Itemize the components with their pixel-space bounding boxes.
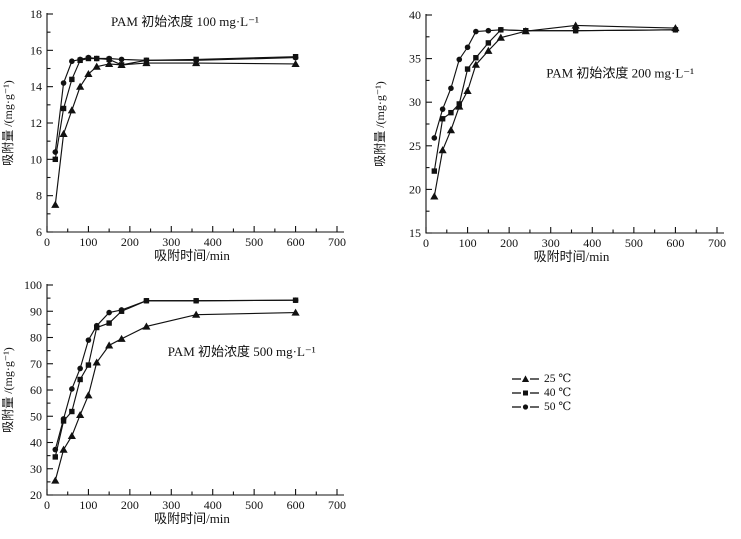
svg-text:400: 400 bbox=[204, 235, 222, 249]
svg-text:10: 10 bbox=[30, 152, 42, 166]
axes bbox=[425, 14, 724, 234]
y-axis-label: 吸附量 /(mg·g⁻¹) bbox=[1, 80, 15, 166]
series-square bbox=[52, 53, 299, 163]
tick-labels: 0 100 200 300 400 500 600 700 20 30 40 50 60 70 80 90 10… bbox=[24, 278, 346, 512]
series-triangle bbox=[51, 308, 300, 484]
svg-text:40: 40 bbox=[409, 8, 421, 22]
svg-text:15: 15 bbox=[409, 226, 421, 240]
svg-text:500: 500 bbox=[625, 236, 643, 250]
tick-labels: 0 100 200 300 400 500 600 700 6 8 10 12 14 16 18 bbox=[30, 7, 346, 249]
series-circle bbox=[52, 54, 299, 155]
svg-text:400: 400 bbox=[204, 498, 222, 512]
svg-text:0: 0 bbox=[44, 498, 50, 512]
svg-text:70: 70 bbox=[30, 357, 42, 371]
svg-text:700: 700 bbox=[328, 235, 346, 249]
svg-text:35: 35 bbox=[409, 52, 421, 66]
svg-text:700: 700 bbox=[708, 236, 726, 250]
svg-text:60: 60 bbox=[30, 383, 42, 397]
svg-text:8: 8 bbox=[36, 189, 42, 203]
series-square bbox=[52, 297, 299, 460]
svg-text:90: 90 bbox=[30, 304, 42, 318]
svg-text:500: 500 bbox=[245, 498, 263, 512]
triangle-marker-icon bbox=[512, 375, 539, 382]
svg-text:40: 40 bbox=[30, 436, 42, 450]
svg-text:300: 300 bbox=[542, 236, 560, 250]
svg-text:30: 30 bbox=[409, 95, 421, 109]
chart-annotation: PAM 初始浓度 200 mg·L⁻¹ bbox=[546, 65, 694, 80]
svg-text:700: 700 bbox=[328, 498, 346, 512]
y-axis-label: 吸附量 /(mg·g⁻¹) bbox=[1, 347, 15, 433]
legend-item-25c: 25 ℃ bbox=[512, 372, 571, 386]
svg-text:20: 20 bbox=[409, 182, 421, 196]
svg-text:300: 300 bbox=[162, 235, 180, 249]
svg-text:25: 25 bbox=[409, 139, 421, 153]
svg-text:50: 50 bbox=[30, 409, 42, 423]
svg-text:600: 600 bbox=[666, 236, 684, 250]
series-circle bbox=[431, 27, 679, 141]
svg-text:400: 400 bbox=[583, 236, 601, 250]
svg-text:200: 200 bbox=[121, 498, 139, 512]
svg-text:20: 20 bbox=[30, 488, 42, 502]
svg-text:200: 200 bbox=[121, 235, 139, 249]
svg-text:100: 100 bbox=[79, 235, 97, 249]
x-axis-label: 吸附时间/min bbox=[534, 249, 610, 264]
svg-text:100: 100 bbox=[459, 236, 477, 250]
svg-text:0: 0 bbox=[44, 235, 50, 249]
legend-label-40c: 40 ℃ bbox=[544, 387, 572, 399]
svg-text:80: 80 bbox=[30, 331, 42, 345]
svg-text:12: 12 bbox=[30, 116, 42, 130]
svg-text:600: 600 bbox=[287, 235, 305, 249]
axes bbox=[46, 284, 344, 496]
x-axis-label: 吸附时间/min bbox=[154, 511, 230, 526]
y-axis-label: 吸附量 /(mg·g⁻¹) bbox=[373, 81, 387, 167]
chart-annotation: PAM 初始浓度 100 mg·L⁻¹ bbox=[111, 14, 259, 29]
svg-text:6: 6 bbox=[36, 225, 42, 239]
legend-label-50c: 50 ℃ bbox=[544, 401, 572, 413]
x-axis-label: 吸附时间/min bbox=[154, 248, 230, 263]
svg-text:100: 100 bbox=[79, 498, 97, 512]
series-triangle bbox=[51, 59, 300, 208]
svg-text:500: 500 bbox=[245, 235, 263, 249]
svg-text:200: 200 bbox=[500, 236, 518, 250]
tick-labels: 0 100 200 300 400 500 600 700 15 20 25 30 35 40 bbox=[409, 8, 726, 250]
chart-pam-500: 0 100 200 300 400 500 600 700 20 30 40 50 60 70 80 90 10… bbox=[1, 278, 346, 526]
svg-text:100: 100 bbox=[24, 278, 42, 292]
circle-marker-icon bbox=[512, 404, 539, 410]
legend-item-40c: 40 ℃ bbox=[512, 386, 571, 400]
svg-text:14: 14 bbox=[30, 80, 42, 94]
svg-text:600: 600 bbox=[287, 498, 305, 512]
svg-text:30: 30 bbox=[30, 462, 42, 476]
chart-pam-100: 0 100 200 300 400 500 600 700 6 8 10 12 14 16 18 吸附时间/m… bbox=[1, 7, 346, 263]
series-circle bbox=[52, 297, 299, 453]
legend: 25 ℃ 40 ℃ 50 ℃ bbox=[512, 372, 571, 414]
square-marker-icon bbox=[512, 390, 539, 396]
legend-item-50c: 50 ℃ bbox=[512, 400, 571, 414]
legend-label-25c: 25 ℃ bbox=[544, 373, 572, 385]
chart-pam-200: 0 100 200 300 400 500 600 700 15 20 25 30 35 40 吸附时间/m… bbox=[373, 8, 726, 264]
svg-text:0: 0 bbox=[423, 236, 429, 250]
svg-text:300: 300 bbox=[162, 498, 180, 512]
svg-text:18: 18 bbox=[30, 7, 42, 21]
chart-annotation: PAM 初始浓度 500 mg·L⁻¹ bbox=[168, 344, 316, 359]
svg-text:16: 16 bbox=[30, 43, 42, 57]
axes bbox=[46, 13, 344, 233]
